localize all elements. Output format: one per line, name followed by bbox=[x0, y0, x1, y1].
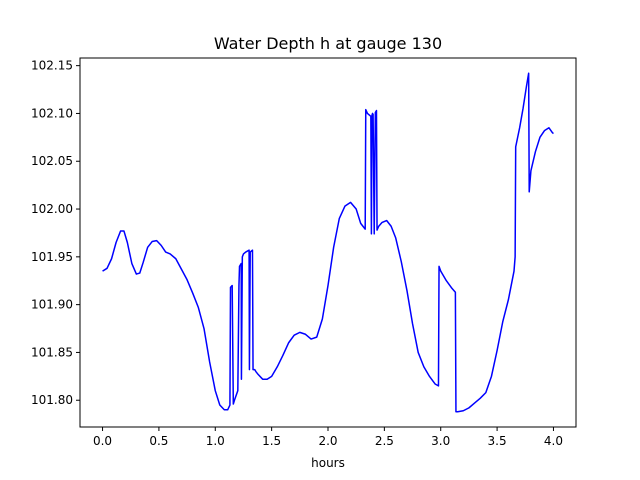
x-tick-label: 0.5 bbox=[149, 434, 168, 448]
x-tick-label: 3.0 bbox=[431, 434, 450, 448]
x-tick-label: 3.5 bbox=[488, 434, 507, 448]
y-tick-label: 102.15 bbox=[31, 59, 73, 73]
chart-title: Water Depth h at gauge 130 bbox=[214, 34, 442, 53]
y-tick-label: 102.10 bbox=[31, 106, 73, 120]
y-tick-label: 101.95 bbox=[31, 250, 73, 264]
y-tick-label: 101.80 bbox=[31, 393, 73, 407]
y-tick-label: 101.90 bbox=[31, 298, 73, 312]
y-tick-label: 102.00 bbox=[31, 202, 73, 216]
x-tick-label: 2.0 bbox=[318, 434, 337, 448]
y-tick-label: 101.85 bbox=[31, 345, 73, 359]
x-axis: 0.0 0.5 1.0 1.5 2.0 2.5 3.0 3.5 4.0 bbox=[93, 427, 563, 448]
x-tick-label: 0.0 bbox=[93, 434, 112, 448]
x-tick-label: 4.0 bbox=[544, 434, 563, 448]
y-axis: 101.80 101.85 101.90 101.95 102.00 102.05 102.… bbox=[31, 59, 80, 407]
x-tick-label: 1.0 bbox=[206, 434, 225, 448]
water-depth-series-line bbox=[102, 72, 554, 413]
x-axis-label: hours bbox=[311, 456, 345, 470]
x-tick-label: 1.5 bbox=[262, 434, 281, 448]
x-tick-label: 2.5 bbox=[375, 434, 394, 448]
y-tick-label: 102.05 bbox=[31, 154, 73, 168]
plot-area-frame bbox=[79, 57, 577, 428]
